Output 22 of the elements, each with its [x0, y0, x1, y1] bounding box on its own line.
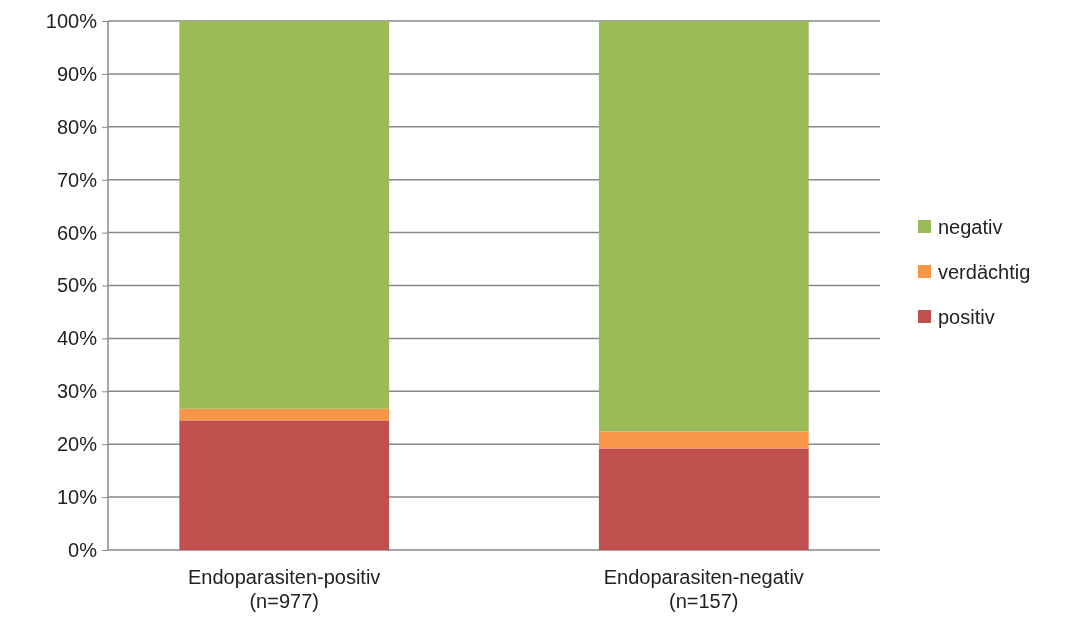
y-tick-label: 80%: [56, 115, 98, 138]
bar: [179, 21, 390, 409]
y-tick-label: 20%: [56, 433, 98, 456]
y-tick-label: 50%: [56, 274, 98, 297]
x-tick-label: Endoparasiten-positiv (n=977): [188, 566, 381, 612]
legend-label: verdächtig: [938, 261, 1031, 283]
legend-label: negativ: [938, 216, 1003, 238]
y-tick-label: 70%: [56, 168, 98, 191]
legend-label: positiv: [938, 306, 995, 328]
y-tick-label: 100%: [45, 9, 98, 32]
y-tick-label: 0%: [68, 538, 98, 561]
y-tick-label: 90%: [56, 62, 98, 85]
y-tick-label: 30%: [56, 380, 98, 403]
bar: [179, 420, 390, 550]
y-tick-label: 10%: [56, 486, 98, 508]
bar: [598, 21, 809, 432]
x-tick-label: Endoparasiten-negativ (n=157): [603, 566, 804, 612]
bar: [598, 431, 809, 449]
y-tick-label: 60%: [56, 221, 98, 244]
y-tick-label: 40%: [56, 327, 98, 350]
bar: [179, 408, 390, 421]
bar: [598, 448, 809, 550]
